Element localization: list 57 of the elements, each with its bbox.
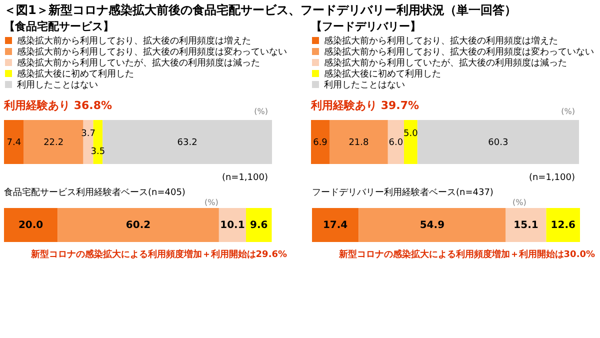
- data-label: 60.3: [488, 138, 508, 148]
- text: (%): [204, 198, 218, 207]
- data-label: 21.8: [348, 138, 369, 148]
- data-label: 15.1: [514, 220, 538, 231]
- legend-label: 感染拡大前から利用しており、拡大後の利用頻度は増えた: [17, 36, 251, 46]
- legend-label: 利用したことはない: [17, 80, 98, 90]
- bar: [246, 208, 272, 242]
- data-label: 63.2: [177, 138, 198, 148]
- bar: [102, 120, 272, 164]
- bar: [311, 120, 330, 164]
- text: 利用経験あり 36.8%: [3, 99, 112, 112]
- text: 新型コロナの感染拡大による利用頻度増加＋利用開始は30.0%: [338, 248, 596, 260]
- data-label: 10.1: [220, 220, 245, 231]
- bar: [24, 120, 84, 164]
- data-label: 7.4: [6, 138, 22, 148]
- text: 新型コロナの感染拡大による利用頻度増加＋利用開始は29.6%: [30, 248, 288, 260]
- legend-label: 感染拡大前から利用していたが、拡大後の利用頻度は減った: [324, 58, 567, 68]
- data-label: 5.0: [404, 129, 418, 139]
- data-label: 12.6: [550, 220, 576, 231]
- bar: [546, 208, 580, 242]
- text: (%): [561, 107, 575, 116]
- bar: [218, 208, 246, 242]
- data-label: 60.2: [126, 220, 151, 231]
- data-label: 9.6: [250, 220, 268, 231]
- legend-label: 感染拡大後に初めて利用した: [324, 68, 441, 80]
- bar: [329, 120, 388, 164]
- legend-label: 感染拡大前から利用していたが、拡大後の利用頻度は減った: [17, 58, 260, 68]
- legend-label: 感染拡大前から利用しており、拡大後の利用頻度は変わっていない: [324, 46, 594, 58]
- data-label: 54.9: [420, 220, 445, 231]
- legend-label: 感染拡大前から利用しており、拡大後の利用頻度は変わっていない: [17, 46, 287, 58]
- chart-title: フードデリバリー利用経験者ベース(n=437): [312, 187, 494, 198]
- legend-label: 感染拡大前から利用しており、拡大後の利用頻度は増えた: [324, 36, 558, 46]
- text: (n=1,100): [528, 173, 575, 183]
- bar: [506, 208, 546, 242]
- chart-subtitle: 【食品宅配サービス】: [4, 20, 114, 33]
- bar: [58, 208, 219, 242]
- legend-label: 感染拡大後に初めて利用した: [17, 68, 134, 80]
- bar: [417, 120, 579, 164]
- data-label: 22.2: [44, 138, 64, 148]
- bar: [388, 120, 404, 164]
- bar: [404, 120, 418, 164]
- text: (%): [512, 198, 526, 207]
- data-label: 20.0: [18, 220, 44, 231]
- text: (n=1,100): [222, 173, 268, 183]
- bar: [312, 208, 359, 242]
- chart-title: 食品宅配サービス利用経験者ベース(n=405): [4, 187, 186, 198]
- data-label: 17.4: [322, 220, 348, 231]
- text: 利用経験あり 39.7%: [310, 99, 419, 112]
- bar: [4, 120, 24, 164]
- chart-title: 【フードデリバリー】: [311, 20, 421, 33]
- bar: [4, 208, 58, 242]
- legend-label: 利用したことはない: [324, 80, 405, 90]
- bar: [358, 208, 506, 242]
- chart-title: ＜図1＞新型コロナ感染拡大前後の食品宅配サービス、フードデリバリー利用状況（単一回答）: [4, 3, 516, 17]
- text: (%): [254, 107, 268, 116]
- data-label: 6.9: [313, 138, 328, 148]
- data-label: 6.0: [388, 138, 404, 148]
